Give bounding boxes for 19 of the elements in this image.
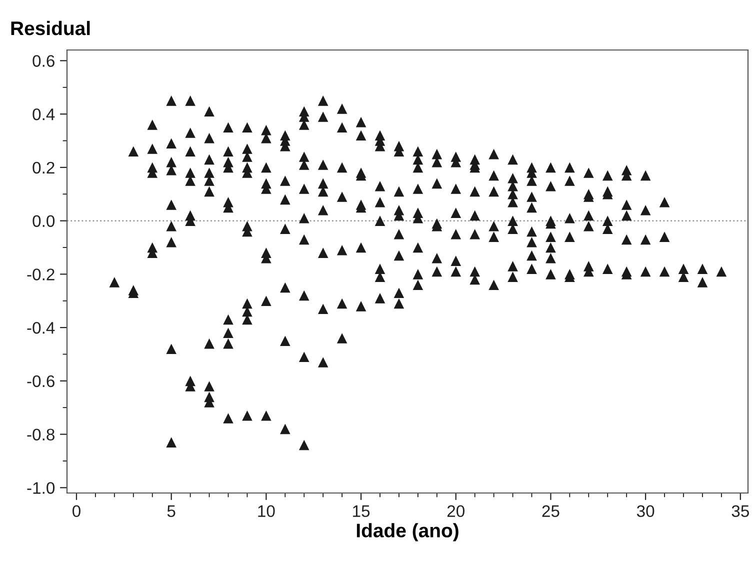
y-tick-label: -1.0 [27, 482, 55, 494]
x-tick-label: 10 [258, 505, 275, 518]
y-tick-label: -0.4 [27, 322, 55, 334]
x-tick-label: 20 [447, 505, 464, 518]
y-axis-title: Residual [11, 20, 90, 36]
y-tick-label: -0.6 [27, 375, 54, 388]
x-tick-label: 25 [542, 505, 560, 518]
x-tick-label: 15 [353, 505, 370, 518]
y-tick-label: 0.2 [32, 162, 54, 174]
x-axis-title: Idade (ano) [356, 523, 458, 542]
y-tick-label: 0.6 [32, 55, 54, 67]
y-tick-label: 0.0 [32, 215, 55, 227]
y-tick-label: -0.2 [27, 268, 54, 280]
x-tick-label: 35 [732, 505, 749, 518]
x-tick-label: 30 [636, 505, 654, 518]
y-tick-label: -0.8 [27, 428, 54, 440]
x-tick-label: 5 [167, 505, 176, 518]
x-tick-label: 0 [72, 505, 80, 518]
y-tick-label: 0.4 [32, 108, 55, 120]
